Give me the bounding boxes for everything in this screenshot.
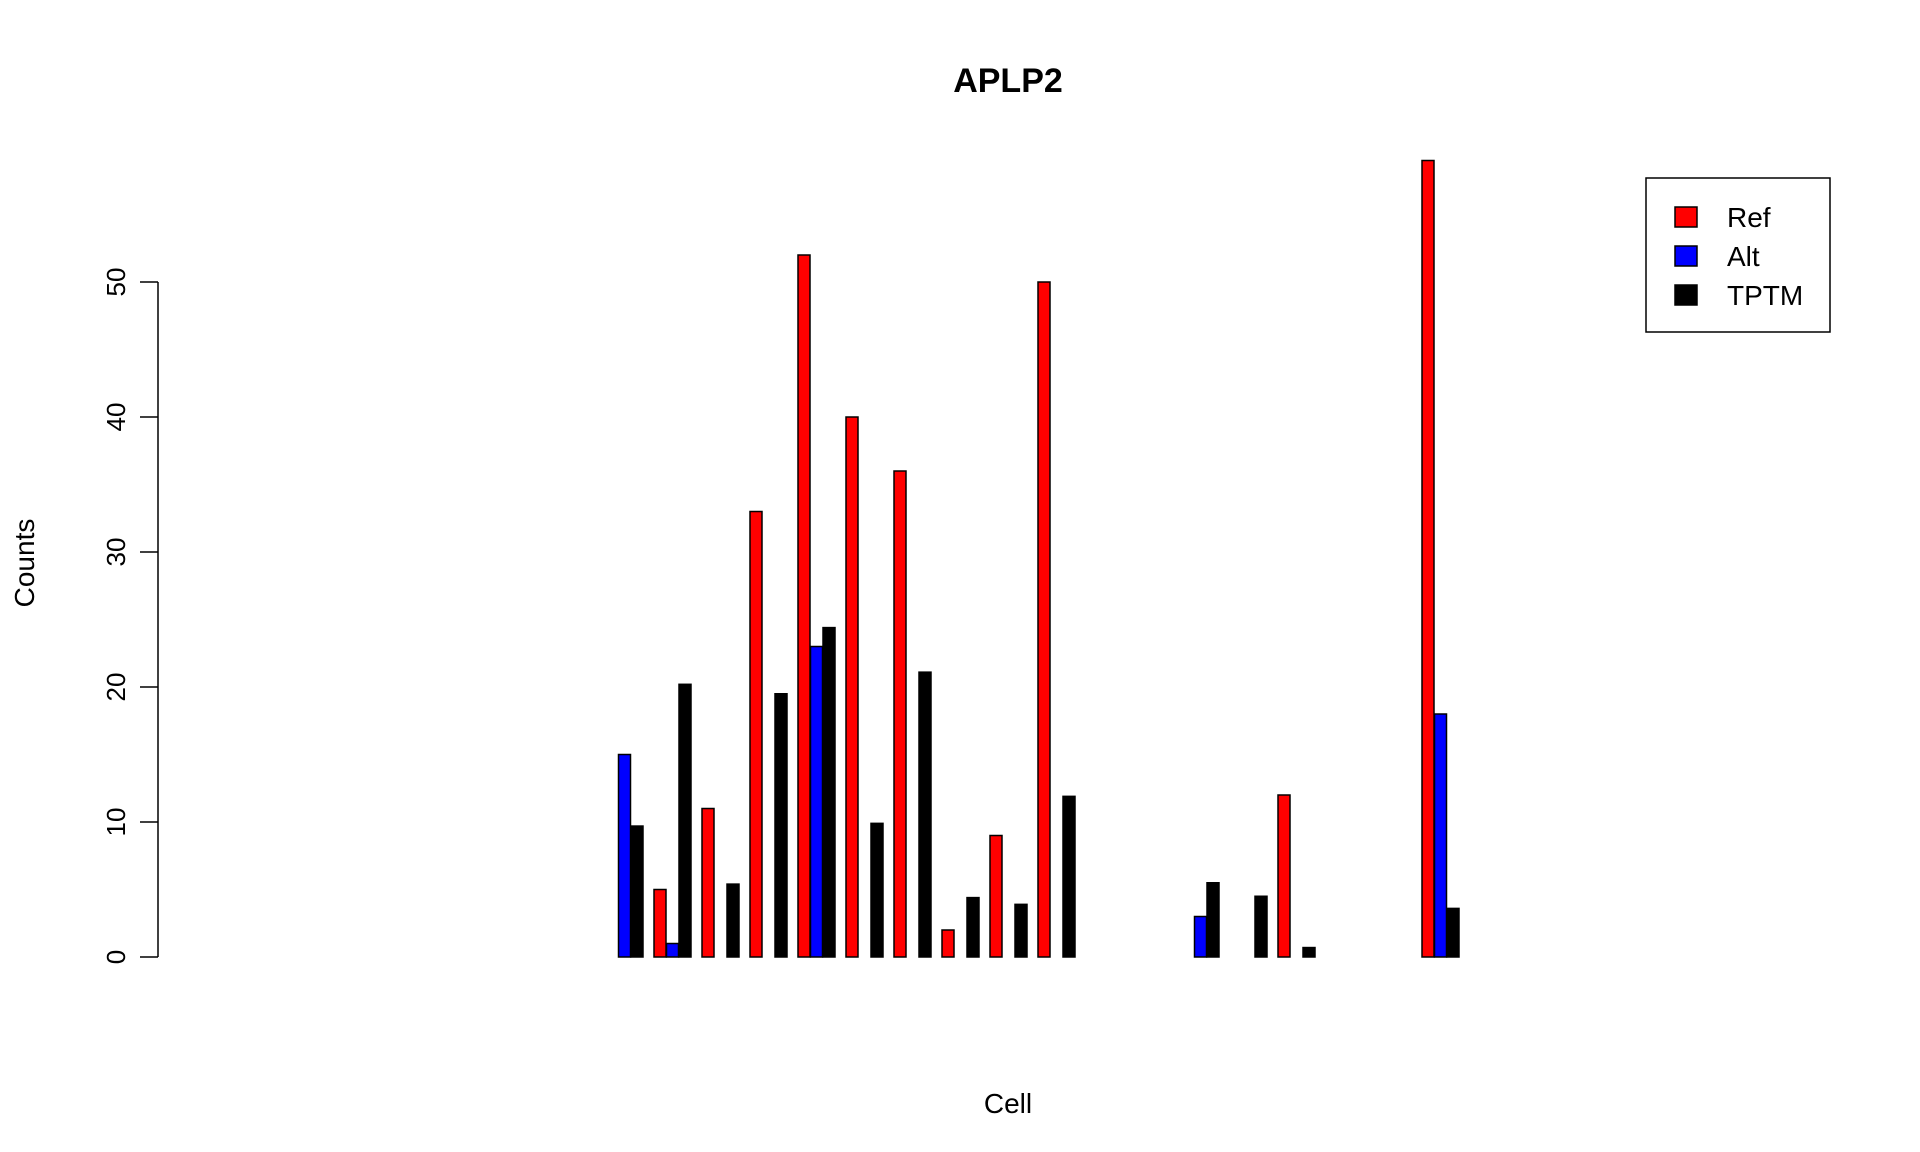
bar-tptm-15 <box>1014 903 1028 958</box>
bar-tptm-19 <box>1206 882 1220 958</box>
legend-swatch-ref <box>1674 206 1698 228</box>
bar-tptm-12 <box>870 822 884 958</box>
bar-tptm-21 <box>1302 946 1316 958</box>
chart-title: APLP2 <box>953 62 1063 100</box>
y-tick-label-20: 20 <box>101 673 131 702</box>
bar-tptm-24 <box>1446 907 1460 958</box>
bar-tptm-20 <box>1254 895 1268 958</box>
y-tick-label-0: 0 <box>101 950 131 964</box>
y-tick-label-30: 30 <box>101 538 131 567</box>
legend-label-tptm: TPTM <box>1727 280 1803 311</box>
bar-layer <box>617 159 1460 958</box>
x-axis-label: Cell <box>984 1088 1032 1119</box>
bar-alt-24 <box>1433 713 1448 958</box>
y-tick-label-10: 10 <box>101 808 131 837</box>
y-tick-label-50: 50 <box>101 268 131 297</box>
bar-tptm-14 <box>966 896 980 958</box>
bar-tptm-10 <box>774 693 788 958</box>
bar-ref-15 <box>989 834 1003 958</box>
bar-alt-11 <box>809 645 824 958</box>
bar-tptm-16 <box>1062 795 1076 958</box>
bar-ref-11 <box>797 254 811 958</box>
legend-label-alt: Alt <box>1727 241 1760 272</box>
bar-tptm-9 <box>726 883 740 958</box>
bar-ref-14 <box>941 929 955 958</box>
bar-ref-21 <box>1277 794 1291 958</box>
bar-alt-19 <box>1193 915 1208 958</box>
legend: Ref Alt TPTM <box>1645 177 1831 333</box>
bar-tptm-11 <box>822 626 836 958</box>
bar-ref-8 <box>653 888 667 958</box>
bar-alt-8 <box>665 942 680 958</box>
y-axis: 0 10 20 30 40 50 <box>101 268 159 964</box>
bar-tptm-13 <box>918 671 932 958</box>
bar-ref-16 <box>1037 281 1051 958</box>
legend-label-ref: Ref <box>1727 202 1771 233</box>
y-tick-label-40: 40 <box>101 403 131 432</box>
bar-tptm-7 <box>630 825 644 958</box>
bar-ref-9 <box>701 807 715 958</box>
bar-alt-7 <box>617 753 632 958</box>
legend-swatch-alt <box>1674 245 1698 267</box>
bar-ref-12 <box>845 416 859 958</box>
bar-ref-10 <box>749 510 763 958</box>
bar-ref-13 <box>893 470 907 958</box>
y-axis-label: Counts <box>9 519 40 608</box>
bar-tptm-8 <box>678 683 692 958</box>
legend-swatch-tptm <box>1674 284 1698 306</box>
bar-ref-24 <box>1421 159 1435 958</box>
